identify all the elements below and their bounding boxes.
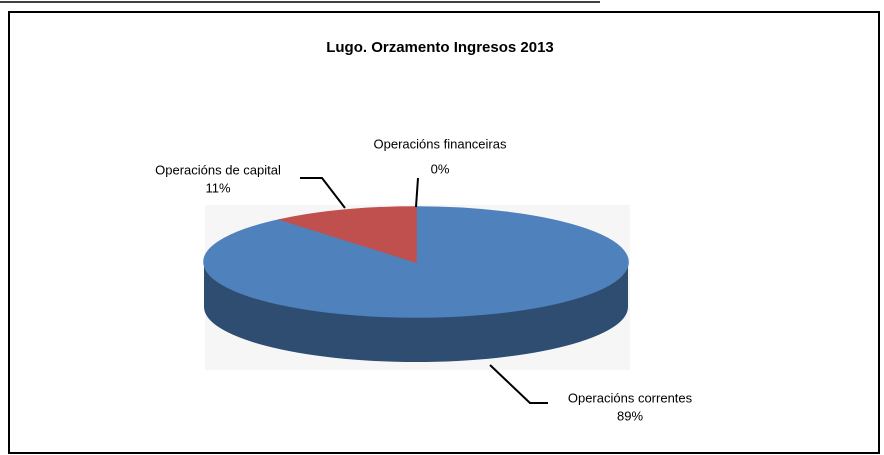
pie-side [204,262,628,362]
leader-line [300,177,346,209]
leader-line [415,177,419,208]
value-label: 89% [617,408,643,423]
value-label: 0% [431,161,450,176]
category-label: Operacións financeiras [374,136,507,151]
leader-line [489,364,548,404]
category-label: Operacións de capital [155,162,281,177]
value-label: 11% [205,180,230,195]
category-label: Operacións correntes [568,390,693,405]
pie-slice [277,206,417,264]
chart-title: Lugo. Orzamento Ingresos 2013 [326,39,554,56]
